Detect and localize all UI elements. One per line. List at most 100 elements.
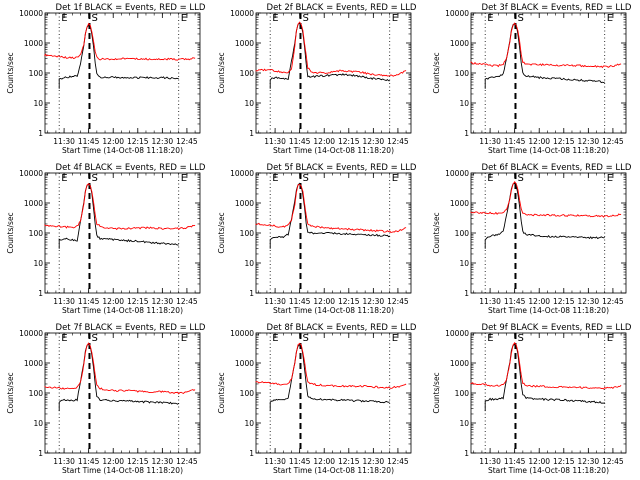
x-tick-label: 12:45 bbox=[387, 137, 409, 146]
events-series-line bbox=[269, 182, 390, 249]
y-tick-label: 1 bbox=[249, 449, 254, 458]
x-tick-label: 12:15 bbox=[127, 137, 149, 146]
chart-title: Det 1f BLACK = Events, RED = LLD bbox=[56, 3, 206, 13]
chart-title: Det 2f BLACK = Events, RED = LLD bbox=[267, 3, 417, 13]
chart-title: Det 5f BLACK = Events, RED = LLD bbox=[267, 163, 417, 173]
x-tick-label: 11:30 bbox=[264, 297, 286, 306]
y-tick-label: 10 bbox=[459, 419, 469, 428]
y-tick-label: 1000 bbox=[450, 359, 469, 368]
x-tick-label: 12:15 bbox=[127, 297, 149, 306]
y-tick-label: 10000 bbox=[19, 9, 43, 18]
x-tick-label: 11:45 bbox=[289, 297, 311, 306]
detector-panel: Det 2f BLACK = Events, RED = LLD 1 10 100 10… bbox=[217, 3, 417, 155]
plot-frame bbox=[44, 12, 201, 134]
y-tick-label: 1000 bbox=[24, 359, 43, 368]
x-axis-label: Start Time (14-Oct-08 11:18:20) bbox=[273, 146, 394, 155]
y-tick-label: 1 bbox=[38, 129, 43, 138]
events-series-line bbox=[484, 182, 605, 249]
x-tick-label: 12:15 bbox=[553, 137, 575, 146]
x-tick-label: 12:30 bbox=[363, 297, 385, 306]
marker-letter: E bbox=[392, 333, 398, 344]
marker-letter: S bbox=[91, 173, 97, 184]
marker-letter: S bbox=[517, 173, 523, 184]
y-tick-label: 100 bbox=[455, 389, 470, 398]
x-tick-label: 12:45 bbox=[176, 137, 198, 146]
y-tick-label: 10 bbox=[459, 259, 469, 268]
x-tick-label: 12:15 bbox=[338, 457, 360, 466]
chart-title: Det 7f BLACK = Events, RED = LLD bbox=[56, 323, 206, 333]
x-tick-label: 11:30 bbox=[53, 457, 75, 466]
x-tick-label: 11:30 bbox=[53, 297, 75, 306]
x-tick-label: 12:45 bbox=[602, 297, 624, 306]
plot-frame bbox=[470, 12, 627, 134]
events-series-line bbox=[58, 24, 179, 89]
y-tick-label: 1 bbox=[38, 449, 43, 458]
lld-series-line bbox=[255, 342, 407, 389]
marker-letter: S bbox=[302, 13, 308, 24]
events-series-line bbox=[269, 22, 390, 89]
detector-panel: Det 7f BLACK = Events, RED = LLD 1 10 100 10… bbox=[6, 323, 206, 475]
y-tick-label: 10000 bbox=[445, 329, 469, 338]
marker-letter: E bbox=[272, 333, 278, 344]
x-tick-label: 12:30 bbox=[363, 137, 385, 146]
x-tick-label: 12:30 bbox=[152, 457, 174, 466]
x-axis-label: Start Time (14-Oct-08 11:18:20) bbox=[488, 466, 609, 475]
detector-panel: Det 6f BLACK = Events, RED = LLD 1 10 100 10… bbox=[432, 163, 632, 315]
marker-letter: E bbox=[61, 333, 67, 344]
x-axis-label: Start Time (14-Oct-08 11:18:20) bbox=[273, 466, 394, 475]
plot-frame bbox=[255, 172, 412, 294]
y-tick-label: 1 bbox=[249, 289, 254, 298]
y-tick-label: 10000 bbox=[445, 169, 469, 178]
marker-letter: E bbox=[272, 13, 278, 24]
y-tick-label: 1000 bbox=[450, 199, 469, 208]
x-tick-label: 12:30 bbox=[578, 457, 600, 466]
plot-frame bbox=[255, 332, 412, 454]
y-tick-label: 1 bbox=[464, 449, 469, 458]
x-tick-label: 12:00 bbox=[313, 137, 335, 146]
detector-panel: Det 5f BLACK = Events, RED = LLD 1 10 100 10… bbox=[217, 163, 417, 315]
events-series-line bbox=[484, 343, 605, 412]
events-series-line bbox=[58, 183, 179, 249]
lld-series-line bbox=[470, 181, 622, 218]
lld-series-line bbox=[44, 183, 196, 231]
x-tick-label: 11:45 bbox=[504, 297, 526, 306]
plot-frame bbox=[470, 332, 627, 454]
marker-letter: E bbox=[607, 333, 613, 344]
y-tick-label: 100 bbox=[29, 69, 44, 78]
x-tick-label: 12:45 bbox=[176, 457, 198, 466]
lld-series-line bbox=[470, 22, 622, 69]
y-tick-label: 10000 bbox=[230, 169, 254, 178]
marker-letter: E bbox=[61, 13, 67, 24]
marker-letter: S bbox=[302, 173, 308, 184]
marker-letter: E bbox=[61, 173, 67, 184]
detector-panel: Det 3f BLACK = Events, RED = LLD 1 10 100 10… bbox=[432, 3, 632, 155]
x-tick-label: 12:45 bbox=[387, 297, 409, 306]
y-tick-label: 100 bbox=[29, 389, 44, 398]
x-tick-label: 12:15 bbox=[338, 137, 360, 146]
lld-series-line bbox=[44, 342, 196, 395]
y-tick-label: 1000 bbox=[24, 199, 43, 208]
marker-letter: E bbox=[181, 173, 187, 184]
y-axis-label: Counts/sec bbox=[6, 212, 15, 253]
events-series-line bbox=[269, 343, 390, 412]
x-tick-label: 12:15 bbox=[553, 457, 575, 466]
y-tick-label: 10 bbox=[244, 99, 254, 108]
x-tick-label: 12:00 bbox=[102, 297, 124, 306]
marker-letter: E bbox=[392, 173, 398, 184]
x-tick-label: 11:45 bbox=[289, 137, 311, 146]
x-axis-label: Start Time (14-Oct-08 11:18:20) bbox=[488, 306, 609, 315]
x-tick-label: 12:15 bbox=[127, 457, 149, 466]
x-tick-label: 11:45 bbox=[504, 137, 526, 146]
x-axis-label: Start Time (14-Oct-08 11:18:20) bbox=[273, 306, 394, 315]
detector-panel: Det 9f BLACK = Events, RED = LLD 1 10 100 10… bbox=[432, 323, 632, 475]
x-tick-label: 12:00 bbox=[313, 297, 335, 306]
x-tick-label: 12:00 bbox=[528, 137, 550, 146]
marker-letter: E bbox=[181, 13, 187, 24]
y-axis-label: Counts/sec bbox=[6, 52, 15, 93]
y-axis-label: Counts/sec bbox=[6, 372, 15, 413]
x-tick-label: 12:30 bbox=[363, 457, 385, 466]
marker-letter: E bbox=[487, 173, 493, 184]
x-tick-label: 11:30 bbox=[53, 137, 75, 146]
marker-letter: E bbox=[487, 13, 493, 24]
